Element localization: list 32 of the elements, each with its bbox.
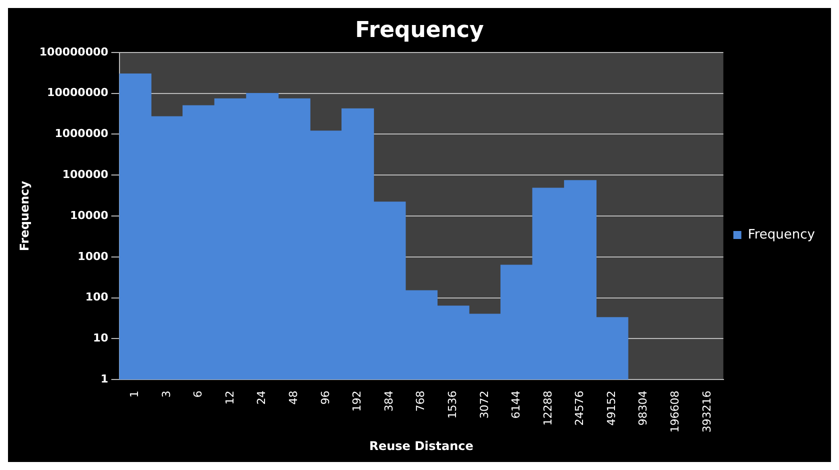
x-tick-label: 1536: [446, 390, 459, 419]
x-axis-title: Reuse Distance: [369, 438, 474, 453]
y-tick-label: 1000: [78, 250, 109, 263]
x-tick-label: 24576: [573, 390, 586, 426]
x-tick-label: 1: [128, 390, 142, 398]
x-tick-label: 768: [414, 390, 428, 412]
x-tick-label: 24: [255, 390, 268, 405]
x-tick-label: 6: [192, 390, 205, 398]
x-tick-label: 12: [223, 390, 236, 405]
y-tick-label: 10000000: [47, 86, 109, 100]
x-tick-label: 3072: [478, 390, 491, 419]
legend-label: Frequency: [748, 227, 816, 242]
y-axis-title: Frequency: [17, 180, 32, 252]
y-tick-label: 100: [85, 290, 109, 304]
y-tick-label: 1: [100, 372, 108, 386]
x-tick-label: 49152: [604, 390, 618, 426]
x-tick-label: 3: [160, 390, 173, 398]
y-tick-label: 100000: [62, 168, 109, 181]
y-tick-label: 1000000: [54, 127, 109, 140]
y-tick-label: 10000: [70, 208, 109, 222]
x-tick-label: 6144: [510, 390, 523, 419]
y-tick-label: 10: [92, 332, 109, 345]
y-tick-label: 100000000: [39, 45, 109, 58]
x-tick-label: 192: [350, 390, 364, 412]
x-tick-label: 196608: [668, 390, 682, 433]
chart-title: Frequency: [355, 18, 484, 43]
x-tick-label: 48: [287, 390, 300, 405]
x-tick-label: 384: [382, 390, 396, 412]
x-tick-label: 12288: [541, 390, 554, 426]
x-tick-label: 96: [318, 390, 332, 405]
x-tick-label: 393216: [700, 390, 714, 433]
x-tick-label: 98304: [636, 390, 650, 426]
